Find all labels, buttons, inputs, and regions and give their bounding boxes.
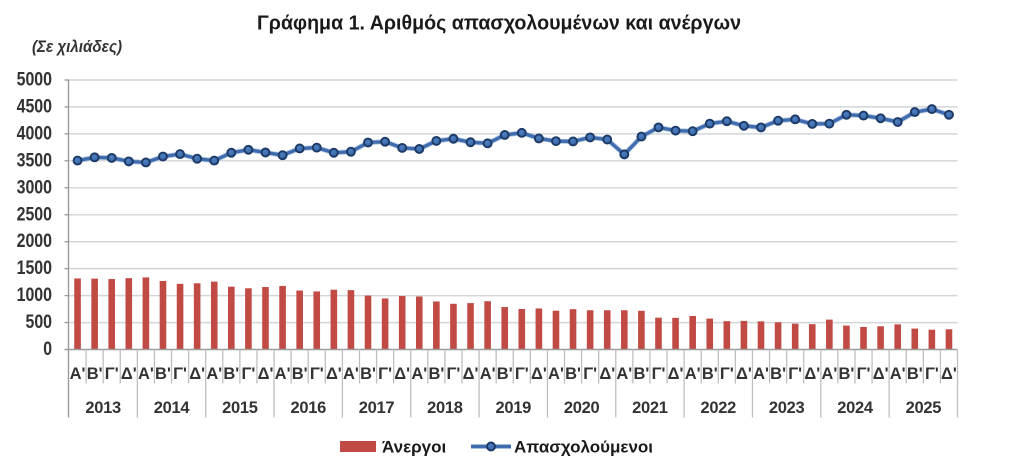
svg-text:2019: 2019: [495, 399, 531, 417]
svg-text:Γ': Γ': [447, 365, 461, 383]
svg-text:Γ': Γ': [310, 365, 324, 383]
svg-text:3500: 3500: [17, 150, 52, 171]
svg-text:Α': Α': [753, 365, 769, 383]
svg-text:Α': Α': [480, 365, 496, 383]
svg-text:2021: 2021: [632, 399, 668, 417]
svg-text:500: 500: [26, 312, 53, 333]
svg-text:Γ': Γ': [105, 365, 119, 383]
svg-text:Δ': Δ': [804, 365, 820, 383]
svg-text:Α': Α': [616, 365, 632, 383]
svg-text:Δ': Δ': [394, 365, 410, 383]
svg-text:Α': Α': [411, 365, 427, 383]
svg-text:Α': Α': [890, 365, 906, 383]
svg-text:Α': Α': [685, 365, 701, 383]
svg-text:2018: 2018: [427, 399, 463, 417]
svg-text:2015: 2015: [222, 399, 258, 417]
svg-text:Β': Β': [360, 365, 376, 383]
svg-text:Β': Β': [497, 365, 513, 383]
svg-text:Β': Β': [292, 365, 308, 383]
svg-text:Γ': Γ': [378, 365, 392, 383]
svg-text:2013: 2013: [85, 399, 121, 417]
svg-text:3000: 3000: [17, 177, 52, 198]
svg-text:Β': Β': [702, 365, 718, 383]
svg-text:Α': Α': [275, 365, 291, 383]
svg-text:Β': Β': [839, 365, 855, 383]
svg-text:2000: 2000: [17, 231, 52, 252]
svg-text:Β': Β': [907, 365, 923, 383]
svg-text:Γ': Γ': [173, 365, 187, 383]
svg-text:Γράφημα 1. Αριθμός απασχολουμέ: Γράφημα 1. Αριθμός απασχολουμένων και αν…: [257, 12, 741, 35]
svg-text:2020: 2020: [564, 399, 600, 417]
svg-text:Β': Β': [565, 365, 581, 383]
svg-text:Α': Α': [206, 365, 222, 383]
svg-text:2023: 2023: [769, 399, 805, 417]
svg-text:2025: 2025: [906, 399, 942, 417]
svg-text:Γ': Γ': [925, 365, 939, 383]
svg-text:Γ': Γ': [652, 365, 666, 383]
svg-text:Δ': Δ': [121, 365, 137, 383]
svg-text:Γ': Γ': [583, 365, 597, 383]
svg-text:Γ': Γ': [788, 365, 802, 383]
svg-text:Α': Α': [70, 365, 86, 383]
svg-text:Δ': Δ': [736, 365, 752, 383]
svg-text:1000: 1000: [17, 285, 52, 306]
svg-text:Δ': Δ': [531, 365, 547, 383]
svg-text:1500: 1500: [17, 258, 52, 279]
svg-text:Δ': Δ': [599, 365, 615, 383]
svg-text:Β': Β': [770, 365, 786, 383]
svg-text:(Σε χιλιάδες): (Σε χιλιάδες): [32, 37, 122, 56]
svg-text:4500: 4500: [17, 96, 52, 117]
svg-text:2022: 2022: [701, 399, 737, 417]
svg-text:2016: 2016: [290, 399, 326, 417]
svg-text:2500: 2500: [17, 204, 52, 225]
svg-text:Α': Α': [138, 365, 154, 383]
svg-text:4000: 4000: [17, 123, 52, 144]
svg-text:2017: 2017: [359, 399, 395, 417]
svg-text:Γ': Γ': [720, 365, 734, 383]
svg-text:Γ': Γ': [857, 365, 871, 383]
svg-text:Γ': Γ': [515, 365, 529, 383]
svg-text:2014: 2014: [154, 399, 191, 417]
svg-text:Δ': Δ': [326, 365, 342, 383]
svg-text:Α': Α': [343, 365, 359, 383]
svg-text:5000: 5000: [17, 70, 52, 91]
svg-text:2024: 2024: [837, 399, 874, 417]
svg-text:Α': Α': [548, 365, 564, 383]
svg-text:Β': Β': [87, 365, 103, 383]
svg-text:0: 0: [43, 339, 52, 360]
svg-text:Δ': Δ': [668, 365, 684, 383]
svg-text:Δ': Δ': [941, 365, 957, 383]
svg-text:Άνεργοι: Άνεργοι: [382, 438, 447, 457]
svg-text:Β': Β': [155, 365, 171, 383]
svg-text:Δ': Δ': [463, 365, 479, 383]
svg-text:Γ': Γ': [241, 365, 255, 383]
svg-text:Α': Α': [821, 365, 837, 383]
svg-text:Απασχολούμενοι: Απασχολούμενοι: [514, 438, 653, 457]
svg-text:Δ': Δ': [189, 365, 205, 383]
svg-text:Β': Β': [633, 365, 649, 383]
svg-text:Δ': Δ': [258, 365, 274, 383]
svg-text:Β': Β': [428, 365, 444, 383]
svg-text:Β': Β': [223, 365, 239, 383]
svg-text:Δ': Δ': [873, 365, 889, 383]
